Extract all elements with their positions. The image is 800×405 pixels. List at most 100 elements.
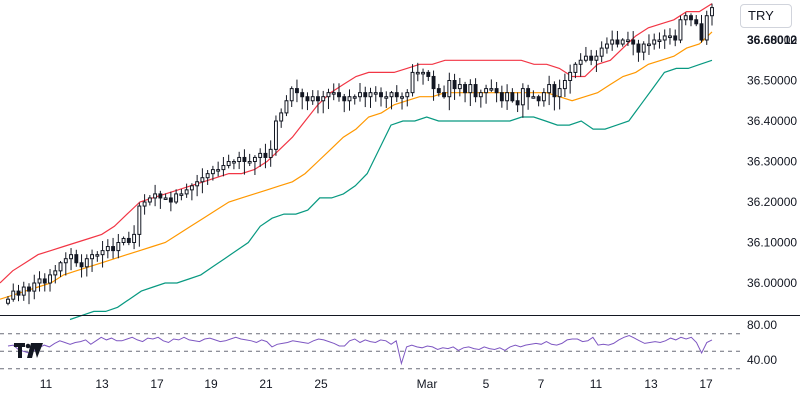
candle-body — [42, 278, 47, 284]
candle-body — [636, 43, 641, 53]
candle-body — [284, 100, 289, 114]
candle-body — [547, 84, 552, 94]
candle-body — [515, 100, 520, 106]
candle-body — [153, 193, 158, 199]
candle-body — [69, 254, 73, 260]
price-tick-label: 36.60000 — [747, 33, 797, 47]
candle-body — [641, 43, 646, 53]
candle-body — [389, 92, 394, 98]
candle-body — [300, 92, 305, 98]
x-tick-label: 19 — [204, 377, 218, 391]
x-tick-label: 21 — [259, 377, 273, 391]
candle-body — [342, 96, 347, 102]
candle-body — [347, 96, 352, 102]
x-tick-label: 17 — [150, 377, 164, 391]
currency-selector-label: TRY — [748, 8, 774, 23]
candle-body — [16, 290, 21, 296]
candle-body — [625, 39, 630, 42]
candle-body — [337, 92, 341, 98]
candle-body — [74, 254, 79, 264]
candle-body — [189, 185, 194, 191]
candle-body — [142, 201, 147, 207]
candle-body — [121, 237, 126, 243]
price-tick-label: 36.20000 — [747, 195, 797, 209]
candle-body — [573, 63, 578, 73]
candle-body — [126, 237, 131, 243]
candle-body — [499, 92, 504, 102]
currency-selector[interactable]: TRY — [740, 4, 792, 28]
tradingview-logo-icon — [14, 343, 43, 358]
candle-body — [32, 282, 37, 292]
basis-line — [0, 31, 713, 300]
x-tick-label: 5 — [483, 377, 490, 391]
candle-body — [331, 92, 336, 95]
rsi-tick-label: 80.00 — [747, 318, 777, 332]
candle-body — [252, 156, 257, 162]
candle-body — [405, 92, 410, 98]
candle-body — [710, 7, 714, 17]
candle-body — [557, 88, 562, 98]
candle-body — [373, 92, 378, 95]
tradingview-logo[interactable] — [14, 343, 44, 359]
candle-body — [657, 39, 662, 42]
candle-body — [620, 39, 625, 45]
candle-body — [394, 92, 399, 98]
price-tick-label: 36.10000 — [747, 236, 797, 250]
candle-body — [568, 71, 573, 82]
candle-body — [410, 71, 415, 94]
candle-body — [6, 298, 10, 304]
candle-body — [21, 286, 26, 296]
price-tick-label: 36.00000 — [747, 276, 797, 290]
candle-body — [316, 96, 320, 102]
candle-body — [578, 59, 583, 65]
candle-body — [436, 88, 441, 94]
x-tick-label: 13 — [644, 377, 658, 391]
candle-body — [520, 88, 525, 106]
candle-body — [468, 84, 473, 94]
candle-body — [184, 189, 189, 195]
price-tick-label: 36.40000 — [747, 114, 797, 128]
x-tick-label: 7 — [538, 377, 545, 391]
price-tick-label: 36.50000 — [747, 74, 797, 88]
candle-body — [526, 88, 531, 98]
candle-body — [231, 161, 236, 164]
candle-body — [379, 92, 383, 98]
candle-body — [363, 92, 368, 98]
candle-body — [400, 96, 404, 99]
lower-band-line — [69, 59, 713, 321]
candle-body — [652, 39, 657, 45]
candle-body — [478, 92, 483, 98]
candle-body — [95, 254, 100, 257]
rsi-tick-label: 40.00 — [747, 353, 777, 367]
candle-body — [484, 88, 489, 94]
candle-body — [431, 75, 436, 90]
candle-body — [195, 181, 200, 187]
x-tick-label: Mar — [417, 377, 438, 391]
candle-body — [368, 92, 373, 98]
candle-body — [583, 55, 588, 61]
candle-body — [541, 92, 546, 102]
x-tick-label: 13 — [95, 377, 109, 391]
candle-body — [289, 88, 294, 102]
candle-body — [594, 55, 599, 61]
candle-body — [473, 84, 478, 98]
candle-body — [11, 290, 16, 300]
candle-body — [463, 84, 468, 94]
candle-body — [137, 205, 142, 235]
candle-body — [589, 55, 594, 61]
x-tick-label: 25 — [314, 377, 328, 391]
candle-body — [242, 156, 247, 162]
candle-body — [694, 19, 699, 25]
candle-body — [48, 274, 52, 284]
candle-body — [226, 161, 231, 167]
candle-body — [174, 193, 179, 203]
candle-body — [279, 112, 284, 122]
candle-body — [258, 152, 263, 158]
candle-body — [90, 254, 95, 260]
candle-body — [505, 92, 510, 102]
candle-body — [111, 246, 116, 252]
candle-body — [510, 92, 515, 102]
candle-body — [631, 39, 636, 45]
price-tick-label: 36.30000 — [747, 155, 797, 169]
